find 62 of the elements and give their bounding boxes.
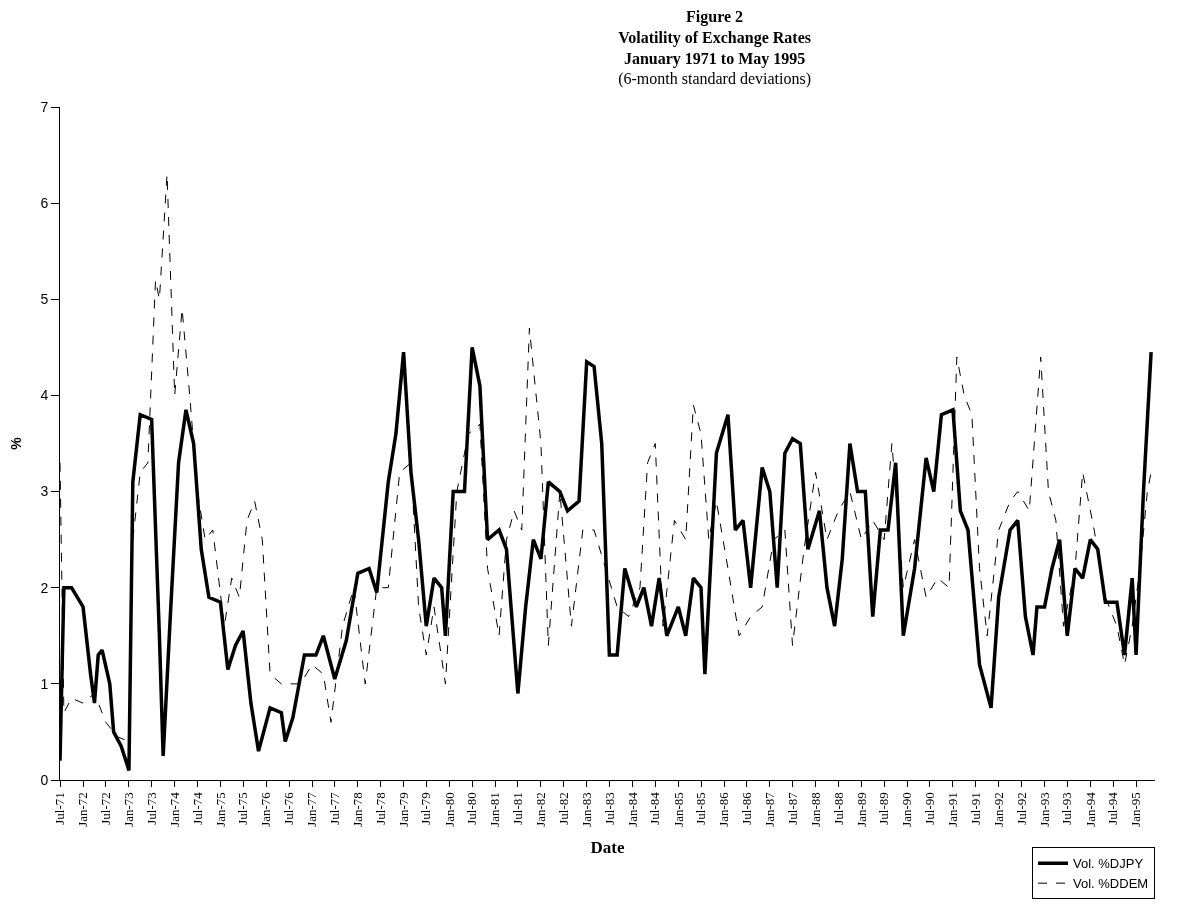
x-tick-label: Jan-87 [762, 791, 778, 827]
legend-label: Vol. %DDEM [1073, 876, 1149, 892]
y-axis-title: % [8, 436, 24, 450]
chart-subtitle: (6-month standard deviations) [618, 70, 812, 89]
x-tick-label: Jan-90 [899, 792, 915, 827]
x-tick-label: Jul-78 [372, 792, 388, 825]
x-tick-label: Jul-93 [1059, 792, 1075, 825]
y-tick-label: 5 [40, 291, 49, 308]
x-tick-label: Jul-94 [1105, 791, 1121, 825]
y-tick-label: 0 [40, 771, 49, 788]
x-tick-label: Jul-90 [922, 792, 938, 825]
x-tick-label: Jul-91 [967, 792, 983, 825]
x-tick-label: Jul-89 [876, 792, 892, 825]
x-tick-label: Jan-73 [121, 792, 137, 827]
x-tick-label: Jan-85 [670, 792, 686, 827]
x-axis-title: Date [590, 838, 625, 858]
x-tick-label: Jan-82 [533, 792, 549, 827]
x-tick-label: Jan-81 [487, 792, 503, 827]
x-tick-label: Jul-72 [98, 792, 114, 825]
x-tick-label: Jul-88 [830, 792, 846, 825]
x-tick-label: Jan-77 [304, 791, 320, 827]
x-tick-label: Jan-84 [624, 791, 640, 827]
x-tick-label: Jul-83 [601, 792, 617, 825]
x-tick-label: Jan-86 [716, 791, 732, 827]
x-tick-label: Jan-89 [853, 792, 869, 827]
x-tick-label: Jul-84 [647, 791, 663, 825]
x-tick-label: Jul-81 [510, 792, 526, 825]
x-tick-label: Jan-74 [166, 791, 182, 827]
x-tick-label: Jul-82 [555, 792, 571, 825]
x-tick-label: Jan-76 [258, 791, 274, 827]
x-tick-label: Jan-83 [578, 792, 594, 827]
x-tick-label: Jul-75 [235, 792, 251, 825]
x-tick-label: Jul-77 [326, 791, 342, 825]
x-tick-label: Jul-87 [784, 791, 800, 825]
x-tick-label: Jan-93 [1036, 792, 1052, 827]
x-tick-label: Jul-86 [738, 791, 754, 825]
x-tick-label: Jan-91 [945, 792, 961, 827]
x-tick-label: Jan-95 [1128, 792, 1144, 827]
y-tick-label: 2 [40, 579, 49, 596]
x-tick-label: Jul-74 [189, 791, 205, 825]
x-tick-label: Jan-88 [807, 792, 823, 827]
x-tick-label: Jan-75 [212, 792, 228, 827]
x-tick-label: Jul-76 [281, 791, 297, 825]
x-tick-label: Jan-80 [441, 792, 457, 827]
x-tick-label: Jul-92 [1013, 792, 1029, 825]
x-tick-label: Jan-94 [1082, 791, 1098, 827]
x-tick-label: Jan-78 [350, 792, 366, 827]
y-tick-label: 6 [40, 195, 49, 212]
x-tick-label: Jul-85 [693, 792, 709, 825]
x-tick-label: Jul-73 [143, 792, 159, 825]
x-tick-label: Jan-72 [75, 792, 91, 827]
x-tick-label: Jan-79 [395, 792, 411, 827]
legend-label: Vol. %DJPY [1073, 856, 1144, 872]
chart-title: Figure 2 Volatility of Exchange Rates January 1971 to May 1995 [618, 8, 811, 68]
x-tick-label: Jan-92 [990, 792, 1006, 827]
y-tick-label: 1 [40, 675, 49, 692]
x-tick-label: Jul-80 [464, 792, 480, 825]
y-tick-label: 7 [40, 98, 49, 115]
y-tick-label: 4 [40, 387, 49, 404]
x-tick-label: Jul-71 [52, 792, 68, 825]
x-tick-label: Jul-79 [418, 792, 434, 825]
y-tick-label: 3 [40, 483, 49, 500]
